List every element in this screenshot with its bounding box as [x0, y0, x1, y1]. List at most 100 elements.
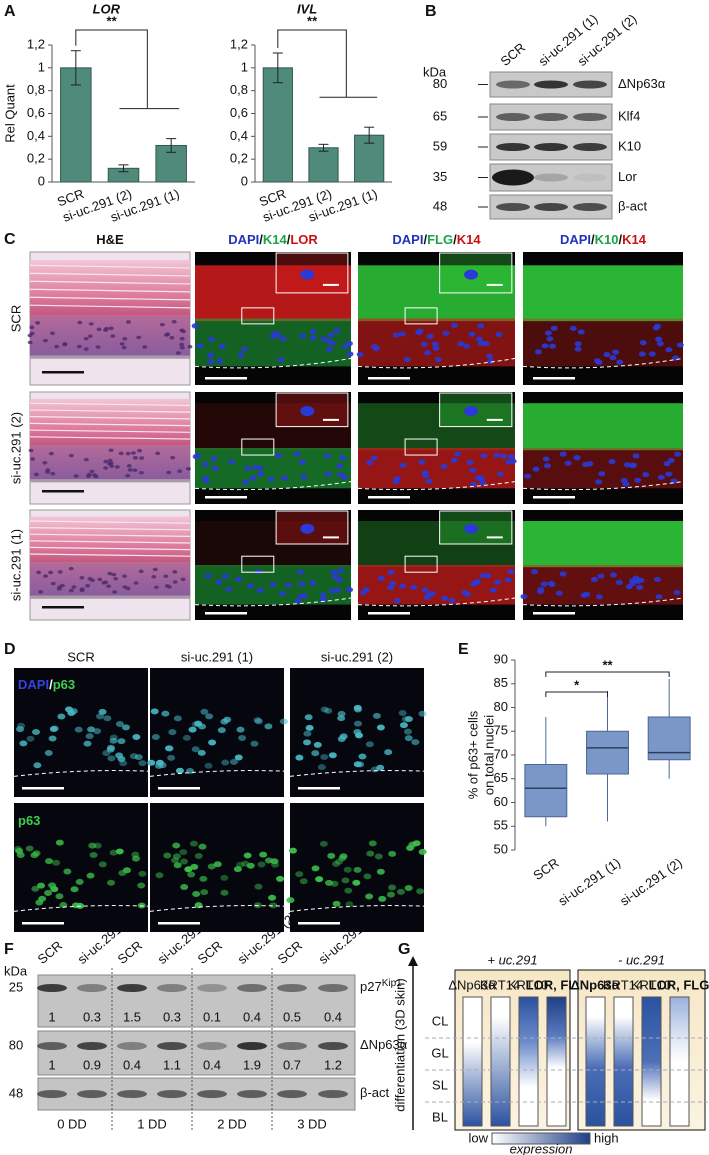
nucleus: [293, 451, 301, 457]
lower-signal: [195, 318, 351, 367]
blot-band: [496, 80, 530, 89]
nucleus: [71, 585, 77, 589]
nucleus: [378, 895, 387, 902]
nucleus: [450, 457, 458, 463]
nucleus: [384, 749, 393, 756]
nucleus: [388, 850, 397, 857]
nucleus: [299, 333, 307, 339]
layer-stripe: [29, 546, 191, 551]
nucleus: [117, 738, 126, 745]
expression-bar: [546, 996, 567, 1127]
scale-bar: [298, 787, 340, 790]
significance-bracket: [277, 29, 378, 98]
nucleus: [616, 359, 624, 365]
nucleus: [247, 583, 255, 589]
basement-line: [13, 770, 149, 777]
basement-line: [357, 357, 516, 369]
nucleus: [109, 849, 118, 856]
significance-bracket: [545, 691, 608, 697]
kda-unit: kDa: [4, 963, 28, 978]
nucleus: [365, 893, 374, 900]
nucleus: [57, 570, 63, 574]
micrograph: [356, 252, 516, 385]
blot-band: [197, 1042, 227, 1050]
nucleus: [170, 455, 176, 460]
lane-label: SCR: [194, 938, 225, 967]
nucleus: [416, 888, 425, 895]
nucleus: [425, 478, 433, 484]
nucleus: [389, 581, 397, 587]
nucleus: [534, 349, 542, 355]
nucleus: [377, 575, 385, 581]
nucleus: [639, 340, 647, 346]
nucleus: [325, 879, 334, 886]
nucleus: [106, 584, 112, 588]
nucleus: [233, 866, 242, 873]
nucleus: [167, 754, 176, 761]
nucleus: [352, 879, 361, 886]
nucleus: [343, 866, 352, 873]
y-tick-label: 55: [494, 818, 508, 833]
quantification: 0.7: [283, 1057, 301, 1072]
chart-title: LOR: [93, 1, 121, 16]
nucleus: [345, 340, 353, 347]
column-header: DAPI/FLG/K14: [392, 232, 481, 247]
nucleus: [359, 589, 367, 595]
nucleus: [625, 584, 633, 590]
nucleus: [98, 861, 107, 868]
blot-band: [534, 80, 568, 89]
nucleus: [344, 887, 353, 894]
micrograph: [191, 252, 354, 385]
nucleus: [104, 326, 110, 331]
blot-band: [573, 143, 607, 151]
nucleus: [175, 351, 181, 355]
nucleus: [221, 759, 230, 766]
y-tick-label: 75: [494, 723, 508, 738]
scale-bar: [158, 787, 200, 790]
x-tick-label: SCR: [530, 855, 561, 883]
nucleus: [163, 574, 169, 579]
y-tick-label: 60: [494, 794, 508, 809]
layer-label: GL: [431, 1045, 448, 1060]
nucleus: [87, 577, 93, 581]
nucleus: [320, 706, 329, 713]
nucleus: [629, 462, 637, 468]
basement-line: [289, 905, 425, 912]
nucleus: [151, 733, 160, 740]
legend-high: high: [594, 1130, 619, 1145]
expression-bar: [669, 996, 690, 1127]
nucleus: [276, 875, 285, 882]
nucleus: [210, 456, 218, 462]
quantification: 0.9: [83, 1057, 101, 1072]
nucleus: [598, 471, 606, 477]
blot-band: [197, 1090, 227, 1098]
quantification: 0.4: [243, 1009, 261, 1024]
nucleus: [425, 591, 433, 598]
nucleus: [179, 342, 185, 347]
y-tick-label: 0,4: [27, 128, 45, 143]
nucleus: [674, 451, 682, 457]
quantification: 0.4: [203, 1057, 221, 1072]
protein-label: β-act: [360, 1085, 390, 1100]
nucleus: [74, 726, 83, 733]
quantification: 0.4: [324, 1009, 342, 1024]
roi-box: [404, 307, 438, 325]
nucleus: [339, 853, 348, 860]
nucleus: [636, 584, 644, 590]
nucleus: [191, 746, 200, 753]
nucleus: [59, 583, 65, 588]
nucleus: [177, 469, 183, 474]
nucleus: [418, 848, 427, 855]
scale-bar: [158, 922, 200, 925]
nucleus: [44, 749, 53, 756]
x-tick-label: si-uc.291 (2): [617, 855, 685, 909]
x-tick-label: si-uc.291 (1): [555, 855, 623, 909]
nucleus: [655, 336, 663, 342]
nucleus: [303, 730, 312, 737]
nucleus: [237, 352, 245, 358]
nucleus: [327, 332, 335, 338]
nucleus: [667, 457, 675, 464]
nucleus: [495, 331, 503, 338]
nucleus: [319, 840, 328, 847]
nucleus: [17, 722, 26, 729]
